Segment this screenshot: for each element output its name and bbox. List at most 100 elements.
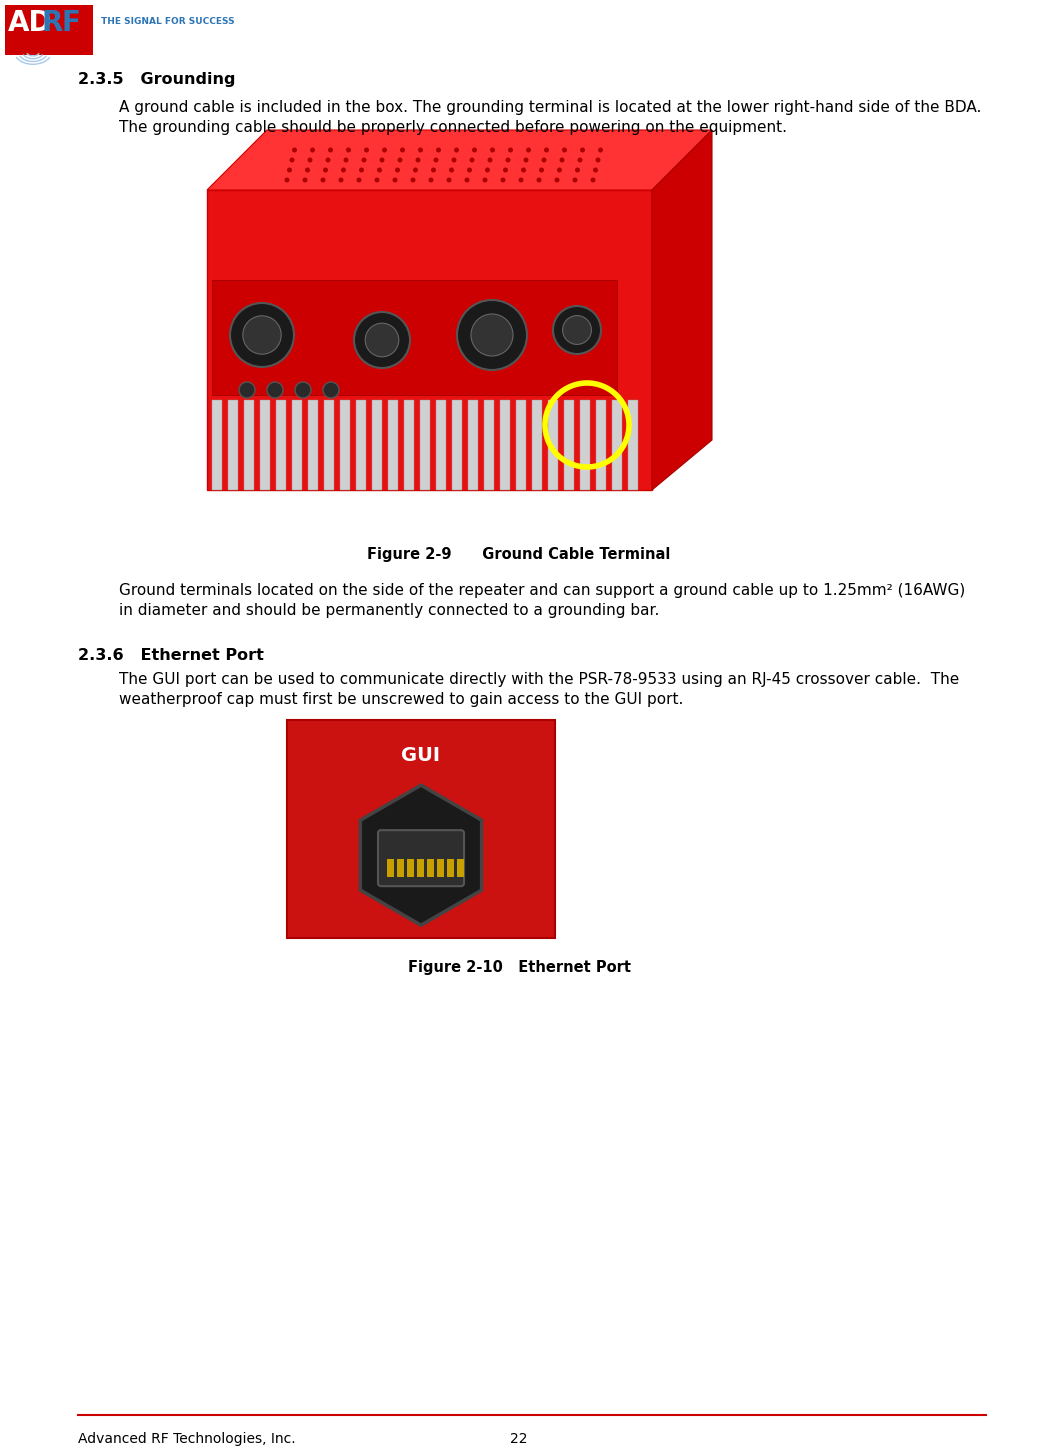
Bar (5, 4, 93, 55)
Circle shape (356, 178, 361, 182)
Circle shape (446, 178, 452, 182)
Text: Figure 2-10   Ethernet Port: Figure 2-10 Ethernet Port (408, 960, 630, 976)
Circle shape (553, 306, 601, 354)
Circle shape (467, 167, 472, 172)
Circle shape (506, 157, 511, 163)
Bar (596, 400, 606, 491)
Text: 22: 22 (511, 1433, 527, 1446)
Circle shape (454, 147, 459, 153)
Circle shape (321, 178, 326, 182)
Bar (548, 400, 558, 491)
Circle shape (346, 147, 351, 153)
Circle shape (436, 147, 441, 153)
Circle shape (380, 157, 384, 163)
Circle shape (323, 167, 328, 172)
Circle shape (243, 316, 281, 354)
Circle shape (354, 312, 410, 368)
Circle shape (342, 167, 346, 172)
Circle shape (485, 167, 490, 172)
Text: Figure 2-9      Ground Cable Terminal: Figure 2-9 Ground Cable Terminal (367, 547, 671, 562)
Polygon shape (360, 785, 482, 925)
Bar (516, 400, 526, 491)
Circle shape (521, 167, 526, 172)
Bar (212, 400, 222, 491)
Text: GUI: GUI (402, 745, 440, 764)
Circle shape (418, 147, 424, 153)
Text: Advanced RF Technologies, Inc.: Advanced RF Technologies, Inc. (78, 1433, 296, 1446)
Text: F: F (61, 9, 80, 36)
Text: The grounding cable should be properly connected before powering on the equipmen: The grounding cable should be properly c… (119, 119, 787, 135)
Circle shape (392, 178, 398, 182)
Bar (580, 400, 590, 491)
Bar (628, 400, 638, 491)
Circle shape (344, 157, 349, 163)
Text: A ground cable is included in the box. The grounding terminal is located at the : A ground cable is included in the box. T… (119, 100, 981, 115)
Circle shape (544, 147, 549, 153)
Circle shape (598, 147, 603, 153)
Circle shape (292, 147, 297, 153)
Circle shape (286, 167, 292, 172)
Bar (152, 160, 710, 520)
Bar (356, 400, 366, 491)
Circle shape (526, 147, 531, 153)
Circle shape (398, 157, 403, 163)
Text: Ground terminals located on the side of the repeater and can support a ground ca: Ground terminals located on the side of … (119, 582, 965, 598)
Circle shape (593, 167, 598, 172)
Circle shape (490, 147, 495, 153)
Circle shape (500, 178, 506, 182)
Text: The GUI port can be used to communicate directly with the PSR-78-9533 using an R: The GUI port can be used to communicate … (119, 673, 959, 687)
Circle shape (364, 147, 368, 153)
Polygon shape (652, 130, 712, 491)
Text: in diameter and should be permanently connected to a grounding bar.: in diameter and should be permanently co… (119, 603, 659, 617)
Bar (407, 859, 414, 877)
Circle shape (361, 157, 366, 163)
Circle shape (449, 167, 454, 172)
Bar (276, 400, 286, 491)
Bar (427, 859, 434, 877)
Circle shape (395, 167, 400, 172)
Circle shape (239, 381, 255, 397)
Text: AD: AD (8, 9, 53, 36)
Circle shape (410, 178, 415, 182)
Circle shape (573, 178, 577, 182)
Text: weatherproof cap must first be unscrewed to gain access to the GUI port.: weatherproof cap must first be unscrewed… (119, 692, 698, 708)
Circle shape (562, 147, 567, 153)
Circle shape (577, 157, 582, 163)
Text: 2.3.5   Grounding: 2.3.5 Grounding (78, 71, 236, 87)
Bar (388, 400, 398, 491)
Circle shape (575, 167, 580, 172)
Bar (452, 400, 462, 491)
Circle shape (413, 167, 418, 172)
Bar (244, 400, 254, 491)
Circle shape (554, 178, 559, 182)
Circle shape (508, 147, 513, 153)
Bar (387, 859, 394, 877)
FancyBboxPatch shape (378, 830, 464, 887)
Bar (612, 400, 622, 491)
Bar (324, 400, 334, 491)
Circle shape (307, 157, 312, 163)
Bar (468, 400, 479, 491)
Bar (286, 721, 555, 938)
Bar (484, 400, 494, 491)
Bar (457, 859, 464, 877)
Circle shape (305, 167, 310, 172)
Circle shape (328, 147, 333, 153)
Circle shape (375, 178, 380, 182)
Bar (340, 400, 350, 491)
Circle shape (469, 157, 474, 163)
Circle shape (415, 157, 420, 163)
Circle shape (284, 178, 290, 182)
Circle shape (539, 167, 544, 172)
Circle shape (359, 167, 364, 172)
Bar (532, 400, 542, 491)
Circle shape (503, 167, 508, 172)
Bar (260, 400, 270, 491)
Circle shape (429, 178, 434, 182)
Text: 2.3.6   Ethernet Port: 2.3.6 Ethernet Port (78, 648, 264, 662)
Circle shape (377, 167, 382, 172)
Bar (308, 400, 318, 491)
Circle shape (323, 381, 339, 397)
Circle shape (488, 157, 492, 163)
Text: THE SIGNAL FOR SUCCESS: THE SIGNAL FOR SUCCESS (101, 17, 235, 26)
